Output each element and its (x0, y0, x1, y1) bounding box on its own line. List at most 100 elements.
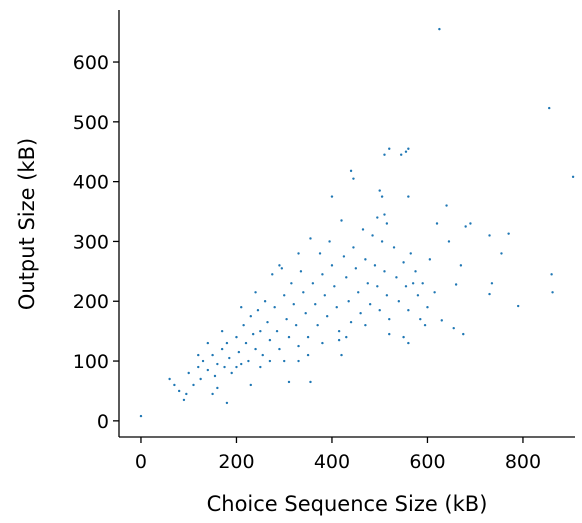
point (225, 341, 229, 345)
point (402, 335, 405, 339)
point (225, 401, 229, 405)
point (325, 314, 329, 318)
point (423, 323, 427, 327)
point (297, 359, 300, 363)
point (297, 252, 300, 255)
point (438, 27, 441, 31)
point (309, 237, 312, 240)
point (285, 317, 288, 321)
point (266, 320, 269, 324)
point (345, 335, 348, 339)
point (397, 300, 401, 303)
point (314, 303, 317, 306)
point (213, 374, 217, 378)
x-tick-label: 800 (505, 451, 541, 473)
point (359, 312, 362, 315)
point (364, 323, 367, 327)
point (271, 273, 274, 276)
point (342, 255, 346, 258)
point (571, 175, 575, 179)
point (364, 258, 367, 261)
point (223, 365, 226, 369)
point (500, 252, 503, 255)
point (328, 240, 331, 243)
point (385, 222, 389, 225)
point (220, 347, 224, 351)
x-tick-label: 400 (314, 451, 350, 473)
point (261, 353, 264, 357)
point (254, 291, 257, 294)
point (383, 153, 386, 156)
point (469, 222, 472, 225)
point (352, 246, 355, 249)
point (383, 270, 386, 273)
point (139, 414, 143, 418)
point (330, 264, 334, 267)
point (242, 323, 245, 327)
point (378, 309, 381, 312)
point (550, 273, 553, 276)
point (399, 153, 403, 156)
point (488, 234, 491, 237)
point (357, 291, 360, 294)
point (201, 359, 205, 363)
point (278, 347, 281, 351)
point (411, 282, 415, 285)
point (228, 356, 231, 360)
point (385, 294, 389, 297)
point (426, 306, 429, 309)
point (311, 282, 315, 285)
point (294, 323, 298, 327)
point (404, 285, 408, 288)
point (349, 320, 353, 324)
point (414, 270, 417, 273)
point (309, 380, 312, 384)
point (409, 252, 412, 255)
y-tick-label: 400 (73, 172, 109, 194)
point (168, 377, 171, 381)
point (316, 323, 319, 327)
point (287, 335, 291, 339)
point (283, 359, 286, 363)
point (197, 353, 200, 357)
point (306, 353, 310, 357)
point (407, 309, 410, 312)
point (345, 276, 348, 279)
point (249, 314, 252, 318)
point (376, 285, 379, 288)
point (378, 189, 381, 192)
point (352, 177, 355, 180)
point (268, 359, 272, 363)
point (304, 312, 307, 315)
point (419, 317, 422, 321)
point (380, 240, 384, 243)
point (297, 344, 300, 348)
point (330, 195, 334, 198)
point (407, 195, 410, 198)
point (173, 383, 176, 387)
point (251, 332, 255, 336)
point (187, 371, 190, 375)
point (321, 273, 324, 276)
point (199, 377, 202, 381)
point (290, 282, 293, 285)
point (211, 392, 214, 396)
point (177, 389, 181, 393)
point (447, 240, 451, 243)
point (462, 332, 465, 336)
point (488, 292, 491, 296)
point (371, 234, 374, 237)
y-tick-label: 200 (73, 291, 109, 313)
point (433, 291, 436, 294)
point (259, 365, 262, 369)
point (407, 147, 410, 150)
point (240, 362, 243, 366)
point (349, 169, 353, 173)
x-tick-label: 0 (135, 451, 147, 473)
point (335, 306, 338, 309)
point (278, 264, 281, 267)
point (551, 291, 554, 294)
y-tick-label: 500 (73, 112, 109, 134)
point (366, 282, 369, 285)
point (404, 150, 408, 153)
